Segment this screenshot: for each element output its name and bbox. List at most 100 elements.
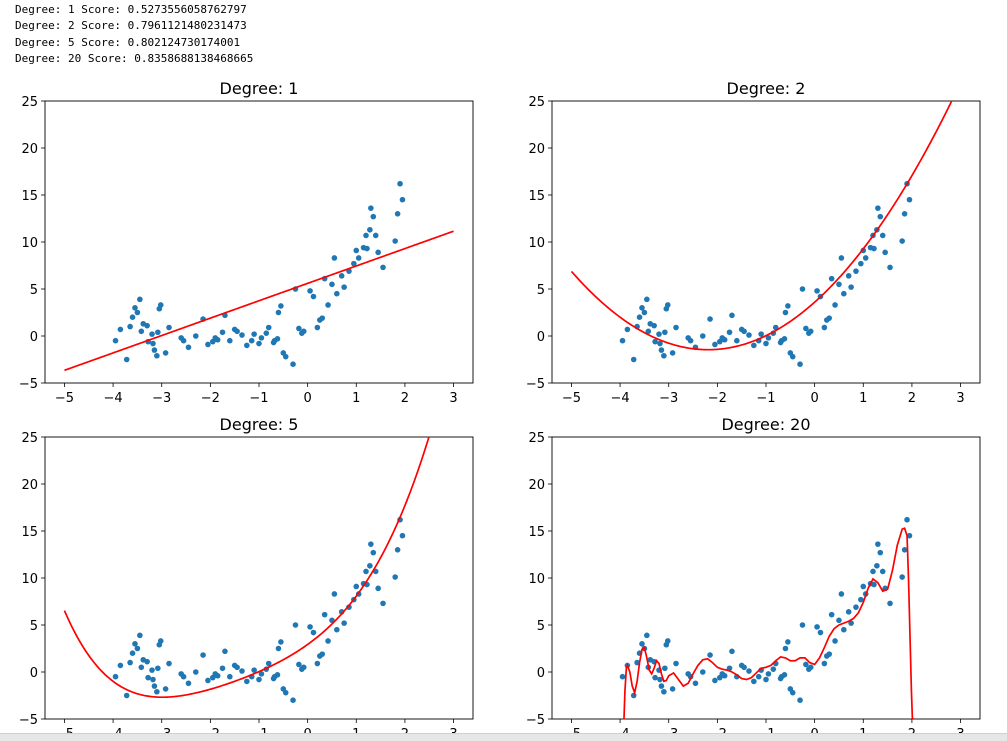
data-point [797,361,803,368]
data-point [845,273,852,279]
data-point [185,344,192,351]
data-point [205,341,211,348]
data-point [848,620,854,626]
chart-title: Degree: 20 [721,415,810,434]
data-point [394,211,401,217]
data-point [399,196,406,203]
data-point [274,336,281,342]
data-point [644,632,650,639]
data-point [799,286,806,292]
data-point [341,284,347,290]
data-point [662,329,668,336]
data-point [741,328,747,335]
data-point [814,624,820,630]
x-tick-label: 3 [956,391,964,406]
data-point [624,326,631,333]
y-tick-label: −5 [19,377,38,392]
data-point [669,686,676,692]
y-tick-label: 15 [528,525,545,540]
data-point [870,568,876,575]
data-point [296,661,302,668]
chart-title: Degree: 2 [727,79,806,98]
data-point [244,342,250,349]
data-point [803,325,809,332]
data-point [368,541,374,547]
data-point [765,335,772,341]
data-point [652,338,658,345]
data-point [166,324,172,331]
data-point [848,284,854,290]
data-point [307,288,313,294]
data-point [673,324,679,331]
data-point [882,249,888,256]
data-point [162,350,169,356]
data-point [657,676,663,683]
data-point [310,293,317,300]
x-tick-label: −2 [708,391,727,406]
axes-frame [44,436,474,720]
data-point [265,324,272,331]
data-point [630,356,637,363]
y-tick-label: 20 [21,142,38,157]
chart-title: Degree: 5 [220,415,299,434]
data-point [399,532,406,539]
data-point [370,213,377,220]
data-point [699,333,706,339]
x-tick-label: 1 [352,391,360,406]
y-tick-label: 25 [21,431,38,446]
data-point [123,356,130,363]
horizontal-scrollbar[interactable] [0,733,1007,741]
data-point [154,352,160,359]
data-point [828,611,835,618]
data-point [807,328,814,335]
data-point [901,547,908,553]
x-tick-label: 1 [859,391,867,406]
data-point [662,665,668,672]
score-line: Degree: 1 Score: 0.5273556058762797 [15,3,247,16]
data-point [319,651,326,657]
data-point [256,676,262,683]
data-point [117,326,124,333]
data-point [858,260,864,267]
data-point [314,660,321,667]
data-point [871,245,877,252]
data-point [162,686,169,692]
data-point [144,322,150,329]
data-point [789,689,796,696]
data-point [325,638,331,644]
data-point [658,347,665,353]
data-point [821,660,828,667]
scatter-series [112,180,406,368]
y-tick-label: 0 [30,330,38,345]
data-point [639,305,645,311]
data-point [746,668,752,674]
data-point [150,676,156,683]
data-point [879,232,886,239]
data-point [157,302,164,308]
data-point [334,626,340,633]
data-point [658,683,665,689]
y-tick-label: −5 [19,713,38,728]
data-point [321,611,328,618]
data-point [132,305,138,311]
data-point [751,678,757,685]
data-point [370,549,377,556]
data-point [157,638,164,644]
data-point [845,609,852,615]
data-point [263,330,270,336]
data-point [392,574,398,580]
data-point [364,245,370,252]
data-point [155,665,161,672]
data-point [363,568,369,575]
data-point [375,249,381,256]
data-point [149,667,155,673]
data-point [899,238,905,244]
data-point [619,673,626,680]
data-point [692,680,699,687]
data-point [234,664,240,671]
y-tick-label: 10 [21,572,38,587]
data-point [817,629,824,636]
data-point [123,692,130,699]
data-point [251,331,257,337]
y-tick-label: 15 [21,189,38,204]
